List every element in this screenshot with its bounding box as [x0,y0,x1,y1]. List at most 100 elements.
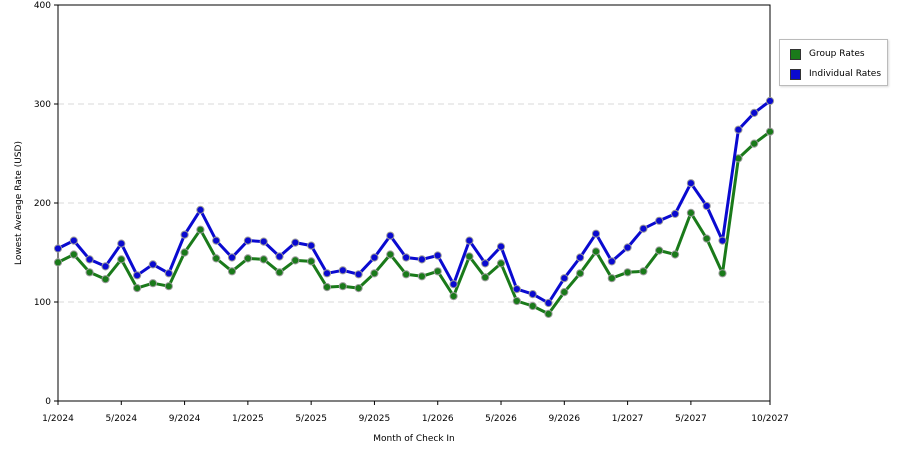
data-point-individual-rates [560,274,569,283]
data-point-group-rates [338,282,347,291]
data-point-individual-rates [671,209,680,218]
data-point-group-rates [69,250,78,259]
series-line-individual-rates [57,99,771,305]
data-point-group-rates [291,256,300,265]
x-tick-label: 10/2027 [751,414,788,424]
data-point-group-rates [196,225,205,234]
y-tick-label: 100 [34,298,51,308]
data-point-individual-rates [433,251,442,260]
y-tick-label: 200 [34,199,51,209]
x-tick-label: 1/2026 [422,414,454,424]
y-tick-label: 300 [34,100,51,110]
data-point-group-rates [85,268,94,277]
y-tick-label: 400 [34,1,51,11]
data-point-individual-rates [291,238,300,247]
data-point-group-rates [53,258,63,267]
data-point-individual-rates [591,229,601,238]
y-tick-label: 0 [45,397,51,407]
x-tick-label: 9/2026 [548,414,580,424]
data-point-group-rates [354,284,363,293]
data-point-individual-rates [259,237,268,246]
series-layer [53,96,775,318]
data-point-individual-rates [734,125,743,134]
data-point-individual-rates [322,269,332,278]
data-point-individual-rates [275,252,284,261]
data-point-individual-rates [69,236,78,245]
data-point-group-rates [307,257,316,266]
data-point-individual-rates [481,259,490,268]
data-point-individual-rates [85,255,94,264]
data-point-group-rates [528,301,537,311]
data-point-individual-rates [417,255,426,264]
data-point-individual-rates [180,230,189,239]
data-point-individual-rates [307,241,316,250]
data-point-individual-rates [639,224,648,233]
data-point-group-rates [686,208,696,217]
legend-swatch-group-rates [790,48,801,60]
data-point-group-rates [148,279,157,288]
data-point-individual-rates [117,239,126,248]
legend-label-individual-rates: Individual Rates [809,69,882,79]
data-point-individual-rates [148,260,157,269]
data-point-individual-rates [702,201,711,211]
data-point-group-rates [164,282,173,291]
data-point-individual-rates [512,285,521,294]
data-point-group-rates [227,267,237,276]
data-point-individual-rates [354,270,363,279]
x-tick-label: 1/2027 [612,414,644,424]
series-line-group-rates [57,130,771,316]
data-point-individual-rates [607,257,616,266]
data-point-group-rates [133,284,142,293]
legend-label-group-rates: Group Rates [809,49,865,59]
data-point-individual-rates [227,253,237,262]
data-point-group-rates [117,255,126,264]
data-point-individual-rates [718,236,727,245]
data-point-group-rates [702,234,711,243]
data-point-individual-rates [133,271,142,280]
x-tick-label: 5/2024 [105,414,137,424]
data-point-individual-rates [655,216,664,225]
x-tick-label: 9/2024 [169,414,201,424]
data-point-group-rates [275,268,284,277]
data-point-group-rates [560,288,569,297]
legend: Group Rates Individual Rates [779,39,888,86]
x-tick-label: 5/2027 [675,414,707,424]
x-tick-label: 5/2025 [295,414,327,424]
data-point-group-rates [386,250,395,259]
x-tick-label: 1/2024 [42,414,74,424]
data-point-individual-rates [370,253,379,262]
data-point-individual-rates [765,96,775,106]
data-point-individual-rates [465,236,474,245]
x-axis-title: Month of Check In [373,434,455,444]
data-point-individual-rates [496,242,506,251]
data-point-individual-rates [196,205,205,214]
x-tick-label: 5/2026 [485,414,517,424]
data-point-group-rates [322,283,332,292]
data-point-individual-rates [338,266,347,275]
data-point-group-rates [512,296,521,306]
x-tick-label: 1/2025 [232,414,264,424]
legend-swatch-individual-rates [790,68,801,80]
data-point-group-rates [607,274,616,283]
data-point-group-rates [433,267,442,276]
data-point-group-rates [496,259,506,268]
data-point-individual-rates [528,290,537,299]
data-point-individual-rates [750,108,759,118]
data-point-group-rates [718,269,727,278]
data-point-group-rates [402,270,411,279]
data-point-group-rates [449,292,458,301]
legend-item-individual-rates: Individual Rates [790,67,881,81]
data-point-group-rates [655,246,664,255]
data-point-group-rates [544,309,553,318]
data-point-individual-rates [53,244,63,253]
data-point-group-rates [417,272,426,281]
data-point-group-rates [671,250,680,259]
data-point-individual-rates [686,179,696,188]
data-point-individual-rates [243,236,252,245]
x-axis-ticks: 1/2024 5/2024 9/2024 1/2025 5/2025 9/2025 1/20… [42,401,789,424]
x-tick-label: 9/2025 [359,414,391,424]
data-point-group-rates [623,268,632,277]
data-point-group-rates [101,275,110,284]
data-point-individual-rates [623,243,632,252]
